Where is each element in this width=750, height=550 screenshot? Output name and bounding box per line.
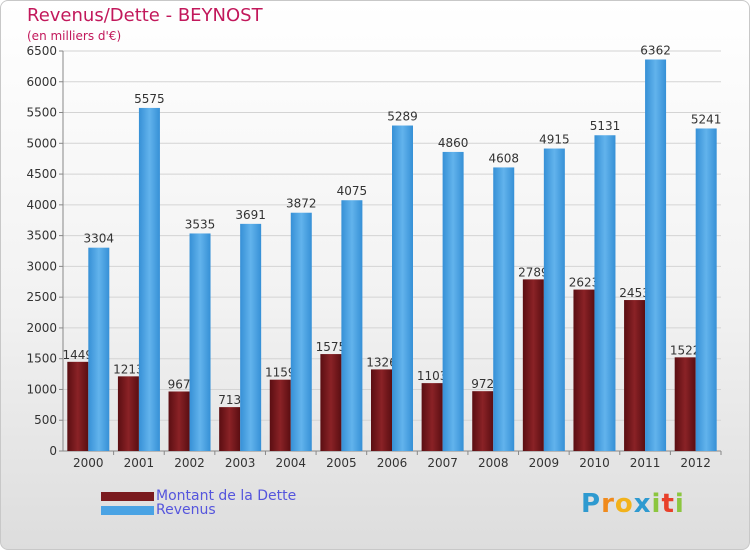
bar-revenue <box>442 151 464 451</box>
bar-revenue <box>189 233 211 451</box>
chart-subtitle: (en milliers d'€) <box>27 29 122 43</box>
bar-debt <box>269 379 291 451</box>
data-label-debt: 1159 <box>265 366 296 380</box>
chart-title: Revenus/Dette - BEYNOST <box>27 5 263 26</box>
y-tick-label: 6000 <box>26 75 57 89</box>
x-tick-label: 2006 <box>377 456 408 470</box>
bar-debt <box>624 300 646 451</box>
data-label-debt: 1522 <box>670 343 701 357</box>
data-label-debt: 972 <box>471 377 494 391</box>
data-label-revenue: 3304 <box>84 232 115 246</box>
x-tick-label: 2000 <box>73 456 104 470</box>
y-tick-label: 2500 <box>26 290 57 304</box>
data-label-revenue: 4608 <box>488 151 519 165</box>
data-label-revenue: 4915 <box>539 133 570 147</box>
y-tick-label: 5500 <box>26 106 57 120</box>
bar-debt <box>421 383 443 451</box>
bar-revenue <box>645 59 667 451</box>
x-tick-label: 2011 <box>630 456 661 470</box>
data-label-revenue: 4860 <box>438 136 469 150</box>
logo-letter: r <box>601 489 615 519</box>
logo-letter: P <box>581 489 602 519</box>
y-tick-label: 4500 <box>26 167 57 181</box>
y-tick-label: 6500 <box>26 44 57 58</box>
data-label-revenue: 3691 <box>235 208 266 222</box>
y-tick-label: 1000 <box>26 382 57 396</box>
x-tick-label: 2003 <box>225 456 256 470</box>
bar-debt <box>371 369 392 451</box>
data-label-debt: 2453 <box>619 286 650 300</box>
legend-item-debt: Montant de la Dette <box>101 488 296 504</box>
data-label-debt: 713 <box>218 393 241 407</box>
bar-debt <box>67 361 89 451</box>
bar-revenue <box>341 200 363 451</box>
bar-debt <box>573 289 595 451</box>
bar-revenue <box>290 212 312 451</box>
data-label-revenue: 5131 <box>590 119 621 133</box>
bar-revenue <box>240 223 262 451</box>
x-tick-label: 2005 <box>326 456 357 470</box>
y-tick-label: 1500 <box>26 352 57 366</box>
data-label-debt: 1103 <box>417 369 448 383</box>
data-label-debt: 1575 <box>316 340 347 354</box>
data-label-revenue: 3872 <box>286 197 317 211</box>
x-tick-label: 2004 <box>275 456 306 470</box>
y-tick-label: 500 <box>34 413 57 427</box>
data-label-debt: 967 <box>168 377 191 391</box>
data-label-revenue: 4075 <box>337 184 368 198</box>
bar-revenue <box>493 167 515 451</box>
data-label-revenue: 3535 <box>185 217 216 231</box>
data-label-debt: 1449 <box>63 348 94 362</box>
bar-revenue <box>138 107 160 451</box>
x-tick-label: 2010 <box>579 456 610 470</box>
data-label-debt: 2623 <box>569 276 600 290</box>
bar-debt <box>674 357 696 451</box>
y-tick-label: 4000 <box>26 198 57 212</box>
bar-debt <box>320 354 342 451</box>
bar-revenue <box>88 247 110 451</box>
logo-letter: x <box>633 489 652 519</box>
data-label-revenue: 6362 <box>640 43 671 57</box>
legend-item-revenue: Revenus <box>101 502 216 518</box>
logo-letter: t <box>661 489 675 519</box>
bar-revenue <box>392 125 413 452</box>
y-tick-label: 3000 <box>26 259 57 273</box>
data-label-debt: 1326 <box>366 355 397 369</box>
data-label-revenue: 5575 <box>134 92 165 106</box>
bar-revenue <box>543 148 565 452</box>
bar-debt <box>219 407 241 451</box>
data-label-revenue: 5241 <box>691 112 722 126</box>
legend-swatch-debt <box>101 491 154 501</box>
logo-letter: i <box>651 489 662 519</box>
data-label-revenue: 5289 <box>387 110 418 124</box>
y-tick-label: 2000 <box>26 321 57 335</box>
x-tick-label: 2002 <box>174 456 205 470</box>
x-tick-label: 2007 <box>427 456 458 470</box>
data-label-debt: 1213 <box>113 362 144 376</box>
y-tick-label: 5000 <box>26 136 57 150</box>
legend-label-revenue: Revenus <box>156 502 216 518</box>
bar-debt <box>168 391 190 451</box>
logo-letter: i <box>674 489 685 519</box>
bar-revenue <box>695 128 717 451</box>
x-tick-label: 2012 <box>680 456 711 470</box>
legend-label-debt: Montant de la Dette <box>156 488 297 504</box>
legend-swatch-revenue <box>101 505 154 515</box>
x-tick-label: 2008 <box>478 456 509 470</box>
bar-debt <box>522 279 544 451</box>
x-tick-label: 2001 <box>124 456 155 470</box>
x-tick-label: 2009 <box>529 456 560 470</box>
bar-revenue <box>594 135 616 451</box>
y-tick-label: 0 <box>49 444 57 458</box>
data-label-debt: 2789 <box>518 265 549 279</box>
bar-debt <box>117 376 139 451</box>
proxiti-logo: Proxiti <box>581 489 685 519</box>
bar-debt <box>472 391 494 451</box>
y-tick-label: 3500 <box>26 229 57 243</box>
logo-letter: o <box>614 489 634 519</box>
